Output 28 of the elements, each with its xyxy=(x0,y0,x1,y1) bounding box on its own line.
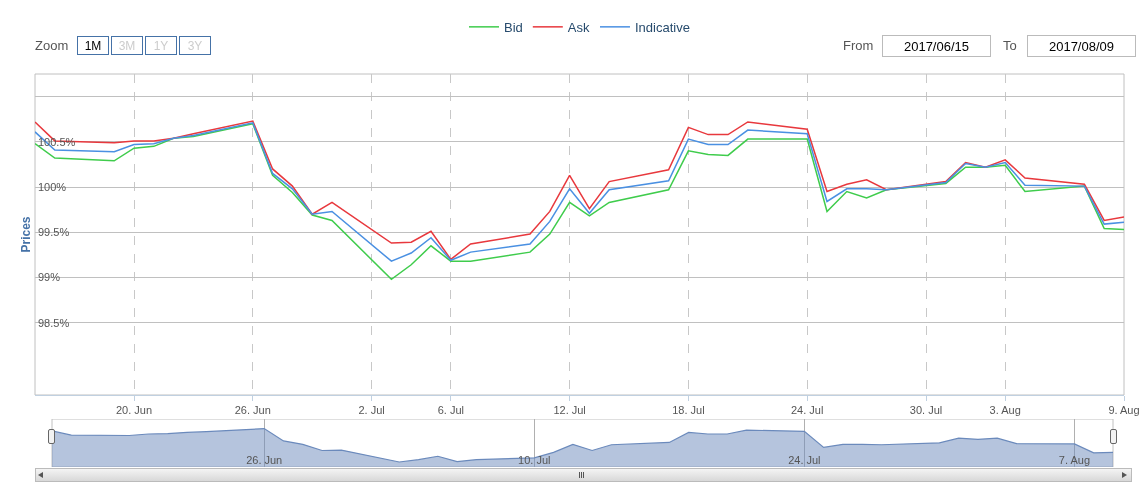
x-tick-label: 24. Jul xyxy=(790,404,824,417)
x-tick-label: 26. Jun xyxy=(234,404,271,417)
x-tick-label: 24. Jul xyxy=(788,454,821,466)
x-tick-label: 9. Aug xyxy=(1108,404,1140,417)
legend-label: Ask xyxy=(567,19,590,35)
x-tick-label: 12. Jul xyxy=(553,404,586,417)
x-tick-label: 10. Jul xyxy=(518,454,551,466)
legend-label: Bid xyxy=(504,19,523,35)
x-tick-label: 20. Jun xyxy=(115,404,153,417)
text: 2017/06/15 xyxy=(882,35,991,57)
y-tick-label: 99.5% xyxy=(38,226,70,239)
text: 1M xyxy=(77,36,109,55)
text: From xyxy=(843,38,874,53)
x-tick-label: 18. Jul xyxy=(672,404,705,417)
y-axis-title: Prices xyxy=(19,216,34,253)
y-tick-label: 98.5% xyxy=(38,316,70,329)
text: Zoom xyxy=(35,38,69,53)
x-tick-label: 7. Aug xyxy=(1058,454,1091,466)
x-tick-label: 3. Aug xyxy=(989,404,1021,417)
x-tick-label: 6. Jul xyxy=(437,404,464,417)
x-tick-label: 26. Jun xyxy=(246,454,283,466)
y-tick-label: 100% xyxy=(38,180,67,193)
text: 2017/08/09 xyxy=(1027,35,1136,57)
x-tick-label: 30. Jul xyxy=(909,404,943,417)
y-tick-label: 99% xyxy=(38,271,61,284)
x-tick-label: 2. Jul xyxy=(358,404,385,417)
legend-label: Indicative xyxy=(634,19,690,35)
text: To xyxy=(1003,38,1017,53)
